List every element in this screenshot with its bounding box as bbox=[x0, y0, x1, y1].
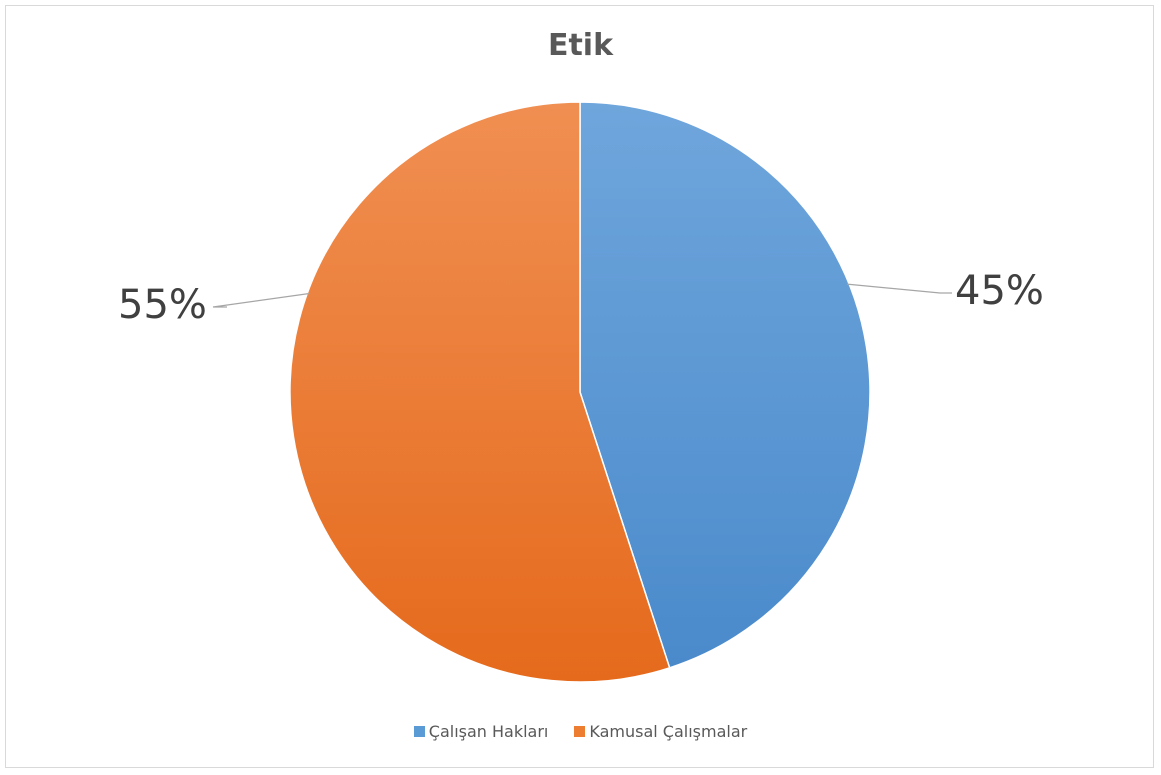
data-label-calisan-haklari: 45% bbox=[955, 268, 1044, 314]
pie-slice-kamusal-calismalar[interactable] bbox=[289, 101, 671, 683]
pie-slice-calisan-haklari[interactable] bbox=[579, 101, 871, 669]
legend-item-kamusal-calismalar[interactable]: Kamusal Çalışmalar bbox=[574, 722, 747, 741]
chart-title: Etik bbox=[547, 28, 614, 63]
leader-line-kamusal-calismalar bbox=[212, 292, 310, 308]
legend-label-kamusal-calismalar: Kamusal Çalışmalar bbox=[589, 722, 748, 741]
legend: Çalışan Hakları Kamusal Çalışmalar bbox=[0, 722, 1161, 741]
legend-swatch-kamusal-calismalar bbox=[574, 726, 586, 737]
legend-swatch-calisan-haklari bbox=[413, 726, 425, 737]
leader-line-calisan-haklari bbox=[846, 283, 952, 294]
data-label-kamusal-calismalar: 55% bbox=[118, 282, 207, 328]
legend-item-calisan-haklari[interactable]: Çalışan Hakları bbox=[413, 722, 549, 741]
legend-label-calisan-haklari: Çalışan Hakları bbox=[428, 722, 549, 741]
